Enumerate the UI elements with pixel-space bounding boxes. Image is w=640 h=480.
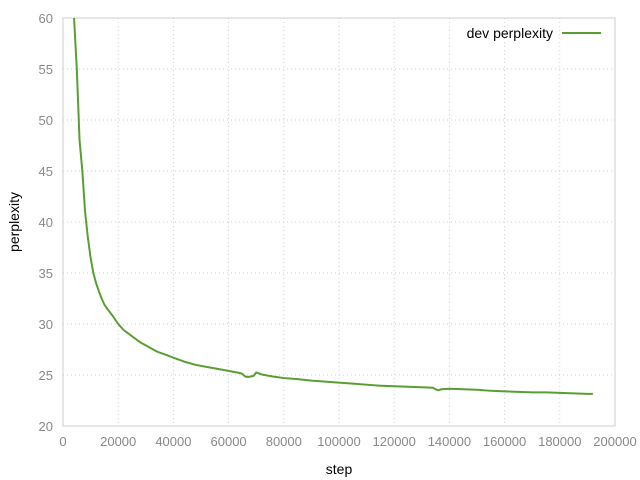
y-axis-title: perplexity xyxy=(6,192,22,252)
x-tick-label: 20000 xyxy=(100,434,136,449)
legend: dev perplexity xyxy=(467,25,601,41)
y-tick-label: 20 xyxy=(39,419,53,434)
y-tick-label: 50 xyxy=(39,113,53,128)
x-tick-label: 180000 xyxy=(538,434,581,449)
x-axis-title: step xyxy=(326,461,353,477)
y-tick-label: 25 xyxy=(39,368,53,383)
x-axis-ticks: 0 20000 40000 60000 80000 100000 120000 140000 1… xyxy=(59,434,636,449)
x-tick-label: 100000 xyxy=(317,434,360,449)
x-tick-label: 60000 xyxy=(211,434,247,449)
series-layer xyxy=(73,18,593,395)
grid xyxy=(62,17,616,427)
plot-frame xyxy=(62,17,616,427)
x-tick-label: 80000 xyxy=(266,434,302,449)
y-tick-label: 60 xyxy=(39,11,53,26)
x-tick-label: 120000 xyxy=(373,434,416,449)
x-tick-label: 140000 xyxy=(428,434,471,449)
y-tick-label: 40 xyxy=(39,215,53,230)
y-axis-ticks: 20 25 30 35 40 45 50 55 60 xyxy=(39,11,53,434)
series-line-dev-perplexity xyxy=(73,18,593,395)
y-tick-label: 45 xyxy=(39,164,53,179)
y-tick-label: 30 xyxy=(39,317,53,332)
x-tick-label: 160000 xyxy=(483,434,526,449)
x-tick-label: 0 xyxy=(59,434,66,449)
legend-label: dev perplexity xyxy=(467,25,553,41)
x-tick-label: 200000 xyxy=(593,434,636,449)
x-tick-label: 40000 xyxy=(155,434,191,449)
y-tick-label: 55 xyxy=(39,62,53,77)
y-tick-label: 35 xyxy=(39,266,53,281)
